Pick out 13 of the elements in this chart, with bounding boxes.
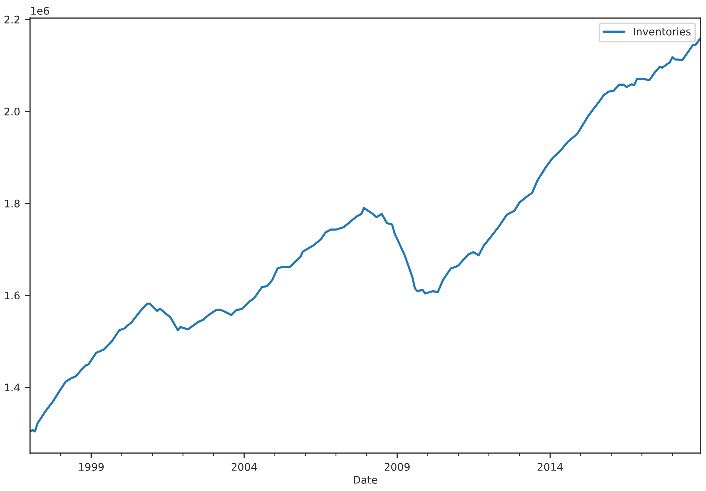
- x-tick-label: 2004: [232, 463, 258, 472]
- legend-label: Inventories: [634, 28, 691, 36]
- x-tick-label: 2014: [538, 463, 564, 472]
- y-tick-label: 2.0: [4, 108, 20, 116]
- y-tick-label: 2.2: [4, 16, 20, 24]
- x-tick-label: 2009: [384, 463, 410, 472]
- y-tick-label: 1.4: [5, 384, 20, 392]
- y-tick-label: 1.8: [5, 200, 20, 208]
- line-series: [30, 37, 701, 433]
- x-tick-label: 1999: [79, 463, 104, 472]
- y-tick-label: 1.6: [5, 292, 20, 300]
- x-axis-title: Date: [354, 476, 378, 484]
- text: 1e6: [31, 7, 50, 15]
